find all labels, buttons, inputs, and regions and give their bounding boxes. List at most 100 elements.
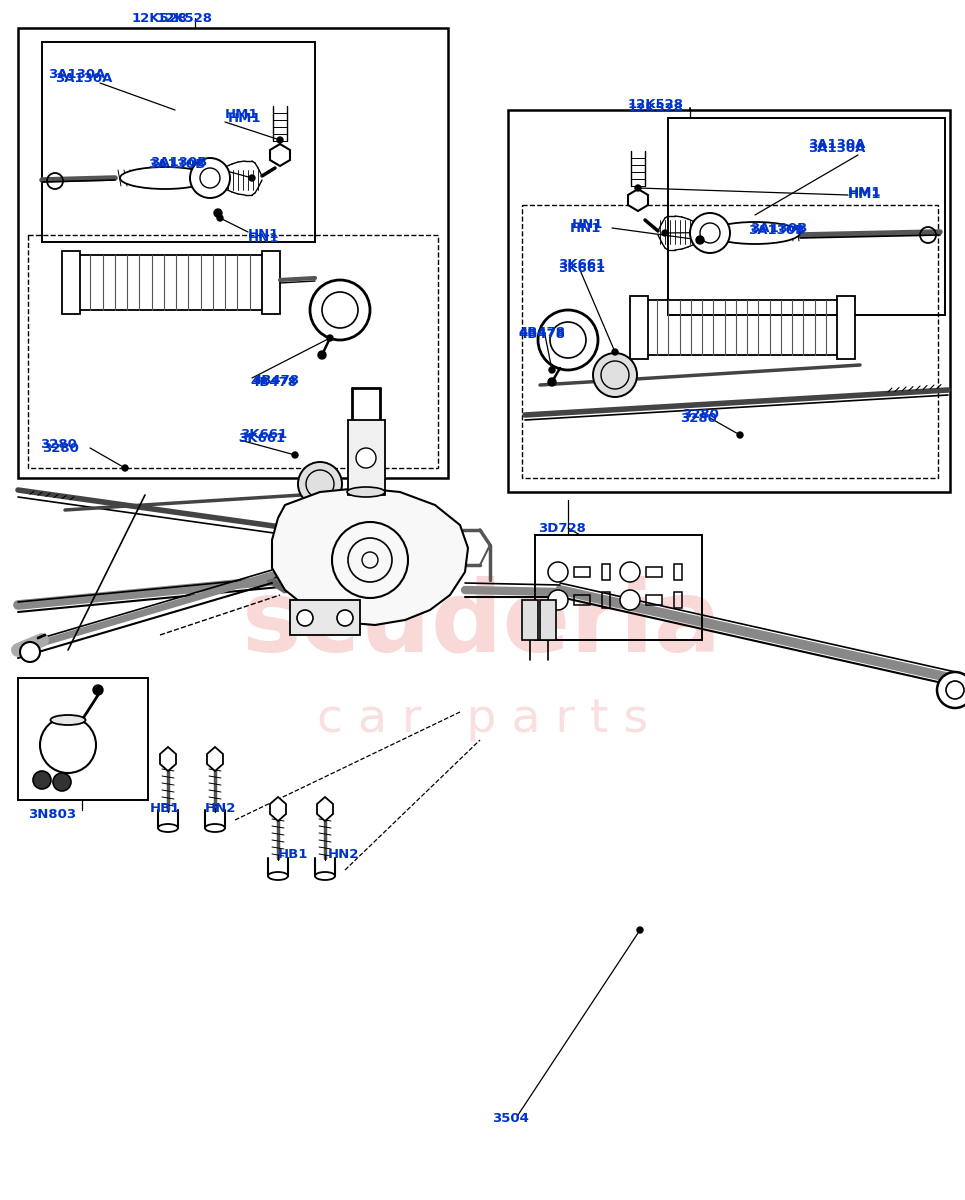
Polygon shape: [317, 797, 333, 821]
Circle shape: [662, 230, 668, 236]
Bar: [290, 600, 360, 635]
Text: 3504: 3504: [492, 1111, 529, 1124]
Ellipse shape: [205, 824, 225, 832]
Text: scuderia: scuderia: [242, 576, 723, 672]
Bar: [508, 110, 950, 492]
Circle shape: [697, 236, 703, 242]
Bar: [70, 254, 270, 310]
Circle shape: [635, 185, 641, 191]
Bar: [646, 595, 662, 605]
Bar: [602, 592, 610, 608]
Text: 3A130A: 3A130A: [808, 138, 866, 151]
Text: 3A130B: 3A130B: [748, 223, 805, 236]
Polygon shape: [160, 746, 176, 770]
Text: HN1: HN1: [248, 232, 280, 245]
Circle shape: [737, 432, 743, 438]
Circle shape: [122, 464, 128, 470]
Circle shape: [292, 452, 298, 458]
Circle shape: [337, 610, 353, 626]
Polygon shape: [270, 797, 286, 821]
Circle shape: [298, 462, 342, 506]
Polygon shape: [272, 488, 468, 625]
Text: 3A130A: 3A130A: [55, 72, 112, 84]
Text: 3D728: 3D728: [538, 522, 586, 534]
Bar: [674, 592, 682, 608]
Bar: [540, 600, 556, 640]
Bar: [348, 420, 385, 494]
Text: 12K528: 12K528: [157, 12, 213, 24]
Circle shape: [93, 685, 103, 695]
Bar: [18, 28, 448, 478]
Bar: [668, 118, 945, 314]
Text: HN1: HN1: [248, 228, 280, 241]
Text: HN2: HN2: [328, 848, 359, 862]
Text: 3280: 3280: [42, 442, 79, 455]
Circle shape: [53, 773, 71, 791]
Text: HM1: HM1: [848, 186, 881, 198]
Circle shape: [593, 353, 637, 397]
Bar: [522, 205, 938, 478]
Bar: [602, 564, 610, 580]
Circle shape: [356, 448, 376, 468]
Circle shape: [217, 215, 223, 221]
Text: 3N803: 3N803: [28, 809, 76, 822]
Text: HM1: HM1: [848, 188, 881, 202]
Circle shape: [297, 610, 313, 626]
Text: 4B478: 4B478: [518, 329, 565, 342]
Circle shape: [690, 214, 730, 253]
Circle shape: [937, 672, 965, 708]
Circle shape: [20, 642, 40, 662]
Circle shape: [612, 349, 618, 355]
Text: 4B478: 4B478: [518, 325, 565, 338]
Bar: [674, 564, 682, 580]
Ellipse shape: [158, 824, 178, 832]
Circle shape: [327, 335, 333, 341]
Text: 3K661: 3K661: [558, 262, 605, 275]
Circle shape: [277, 137, 283, 143]
Polygon shape: [207, 746, 223, 770]
Circle shape: [548, 590, 568, 610]
Polygon shape: [628, 188, 648, 211]
Text: HN1: HN1: [570, 222, 601, 234]
Ellipse shape: [120, 167, 210, 188]
Text: HN2: HN2: [205, 802, 236, 815]
Text: 3280: 3280: [680, 412, 717, 425]
Bar: [262, 251, 280, 314]
Text: 4B478: 4B478: [250, 376, 297, 389]
Circle shape: [40, 716, 96, 773]
Ellipse shape: [315, 872, 335, 880]
Bar: [42, 42, 315, 242]
Text: c a r   p a r t s: c a r p a r t s: [317, 697, 648, 743]
Text: 3A130B: 3A130B: [150, 156, 207, 168]
Text: 3280: 3280: [40, 438, 77, 451]
Text: HB1: HB1: [150, 802, 180, 815]
Bar: [522, 600, 538, 640]
Circle shape: [637, 926, 643, 934]
Bar: [574, 566, 590, 577]
Circle shape: [549, 367, 555, 373]
Ellipse shape: [710, 222, 800, 244]
Text: HB1: HB1: [278, 848, 309, 862]
Text: 3K661: 3K661: [240, 428, 288, 442]
Bar: [638, 300, 845, 355]
Bar: [18, 678, 148, 800]
Circle shape: [620, 590, 640, 610]
Text: 3K661: 3K661: [558, 258, 605, 271]
Bar: [646, 566, 662, 577]
Text: HM1: HM1: [225, 108, 259, 121]
Circle shape: [214, 209, 222, 217]
Text: HN1: HN1: [572, 218, 603, 232]
Polygon shape: [270, 144, 290, 166]
Bar: [837, 296, 855, 359]
Text: 3280: 3280: [682, 408, 719, 421]
Text: 4B478: 4B478: [252, 373, 299, 386]
Bar: [630, 296, 648, 359]
Text: 3A130B: 3A130B: [148, 158, 206, 172]
Bar: [535, 535, 702, 640]
Circle shape: [33, 770, 51, 790]
Circle shape: [190, 158, 230, 198]
Circle shape: [548, 562, 568, 582]
Text: HM1: HM1: [228, 112, 262, 125]
Text: 12K528: 12K528: [628, 102, 684, 114]
Bar: [62, 251, 80, 314]
